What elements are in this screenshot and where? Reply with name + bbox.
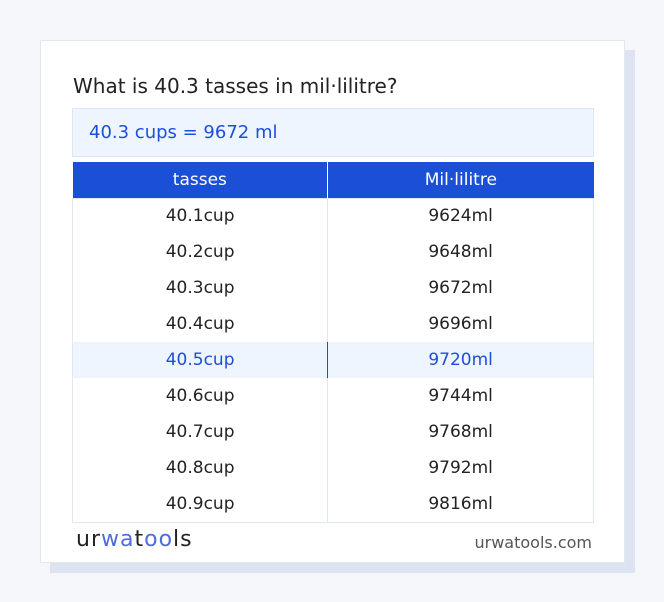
millilitre-cell: 9744ml xyxy=(428,386,493,406)
millilitre-cell: 9816ml xyxy=(428,493,493,514)
millilitre-cell: 9720ml xyxy=(327,342,594,378)
millilitre-cell: 9792ml xyxy=(428,458,493,478)
table-row: 40.8cup 9792ml xyxy=(72,450,594,486)
site-link[interactable]: urwatools.com xyxy=(474,533,593,552)
millilitre-cell: 9696ml xyxy=(428,314,493,334)
table-row: 40.3cup 9672ml xyxy=(72,270,594,306)
table-row: 40.5cup 9720ml xyxy=(72,342,594,378)
table-row: 40.7cup 9768ml xyxy=(72,414,594,450)
millilitre-cell: 9648ml xyxy=(428,242,493,262)
table-row: 40.1cup 9624ml xyxy=(72,198,594,234)
conversion-table: tasses Mil·lilitre 40.1cup 9624ml 40.2cup 9… xyxy=(72,162,594,523)
tasses-cell: 40.7cup xyxy=(72,414,329,450)
tasses-cell: 40.5cup xyxy=(72,342,329,378)
tasses-cell: 40.1cup xyxy=(72,198,329,234)
tasses-cell: 40.4cup xyxy=(72,306,329,342)
tasses-cell: 40.2cup xyxy=(72,234,329,270)
millilitre-cell: 9624ml xyxy=(428,206,493,227)
tasses-cell: 40.3cup xyxy=(72,270,329,306)
table-row: 40.9cup 9816ml xyxy=(72,486,594,522)
column-header-tasses: tasses xyxy=(72,162,329,198)
millilitre-cell: 9768ml xyxy=(428,422,493,442)
tasses-cell: 40.9cup xyxy=(72,486,329,522)
tasses-cell: 40.6cup xyxy=(72,378,329,414)
table-row: 40.4cup 9696ml xyxy=(72,306,594,342)
converter-card: What is 40.3 tasses in mil·lilitre? 40.3… xyxy=(40,40,625,563)
table-row: 40.2cup 9648ml xyxy=(72,234,594,270)
column-header-millilitre: Mil·lilitre xyxy=(327,162,594,198)
tasses-cell: 40.8cup xyxy=(72,450,329,486)
urwatools-logo: urwatools xyxy=(76,527,193,552)
page-title: What is 40.3 tasses in mil·lilitre? xyxy=(73,74,398,98)
result-box: 40.3 cups = 9672 ml xyxy=(72,108,594,157)
millilitre-cell: 9672ml xyxy=(428,278,493,298)
table-row: 40.6cup 9744ml xyxy=(72,378,594,414)
